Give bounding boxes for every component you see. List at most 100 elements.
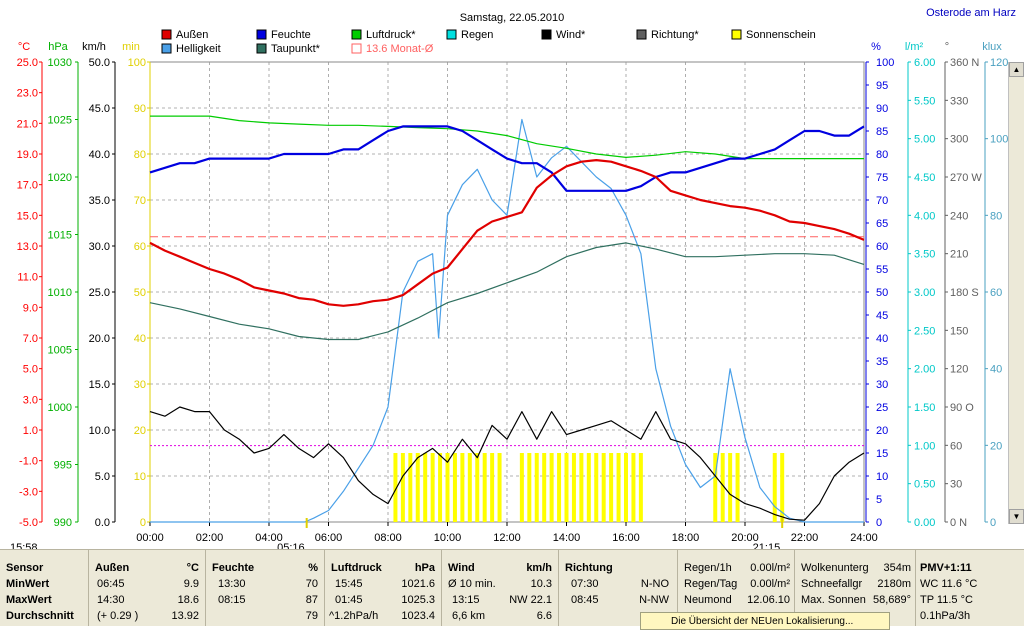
sunshine-bar — [519, 453, 524, 522]
sunshine-bar — [423, 453, 428, 522]
min-tick-label: 100 — [128, 57, 146, 69]
legend-swatch — [351, 29, 362, 40]
deg-tick-label: 30 — [950, 479, 962, 491]
sunshine-bar — [534, 453, 539, 522]
sunshine-bar — [542, 453, 547, 522]
x-tick-label: 04:00 — [255, 532, 283, 544]
sensor-head: Sensor — [6, 562, 44, 574]
legend-swatch — [731, 29, 742, 40]
min-tick-label: 60 — [134, 241, 146, 253]
pct-tick-label: 40 — [876, 333, 888, 345]
klux-tick-label: 20 — [990, 440, 1002, 452]
feuchte-unit: % — [308, 562, 318, 574]
feuchte-max-time: 08:15 — [218, 594, 246, 606]
legend-item: Luftdruck* — [366, 29, 416, 41]
hpa-tick-label: 1010 — [48, 287, 72, 299]
sunshine-bar — [475, 453, 480, 522]
hpa-tick-label: 1000 — [48, 402, 72, 414]
deg-tick-label: 150 — [950, 325, 968, 337]
maxwert-label: MaxWert — [6, 594, 52, 606]
legend-item: Wind* — [556, 29, 586, 41]
pct-tick-label: 35 — [876, 356, 888, 368]
richtung-min-value: N-NO — [640, 578, 669, 590]
x-tick-label: 20:00 — [731, 532, 759, 544]
legend-swatch — [161, 29, 172, 40]
hpa-tick-label: 1030 — [48, 57, 72, 69]
vertical-scrollbar[interactable]: ▲ ▼ — [1008, 62, 1024, 524]
kmh-tick-label: 35.0 — [89, 195, 110, 207]
celsius-tick-label: -1.0 — [19, 456, 38, 468]
kmh-axis-unit: km/h — [82, 41, 106, 53]
sunshine-bar — [631, 453, 636, 522]
sunshine-bar — [557, 453, 562, 522]
feuchte-line — [149, 125, 865, 192]
sunshine-bar — [497, 453, 502, 522]
celsius-tick-label: 19.0 — [17, 149, 38, 161]
celsius-tick-label: 3.0 — [23, 394, 38, 406]
legend-swatch — [636, 29, 647, 40]
celsius-tick-label: 7.0 — [23, 333, 38, 345]
aussen-unit: °C — [186, 562, 199, 574]
legend-swatch — [256, 43, 267, 54]
celsius-tick-label: -5.0 — [19, 517, 38, 529]
sunshine-bar — [430, 453, 435, 522]
wind-max-time: 13:15 — [452, 594, 480, 606]
luftdruck-avg-value: 1023.4 — [401, 610, 435, 622]
taupunkt-line — [149, 242, 865, 341]
klux-tick-label: 40 — [990, 364, 1002, 376]
sunshine-bar — [728, 453, 733, 522]
legend-swatch — [541, 29, 552, 40]
wolkenunterg-value: 354m — [883, 562, 911, 574]
celsius-tick-label: 9.0 — [23, 302, 38, 314]
pct-tick-label: 60 — [876, 241, 888, 253]
deg-tick-label: 0 N — [950, 517, 967, 529]
x-tick-label: 00:00 — [136, 532, 164, 544]
x-tick-label: 24:00 — [850, 532, 878, 544]
celsius-tick-label: 5.0 — [23, 364, 38, 376]
sensor-column: Sensor MinWert MaxWert Durchschnitt — [0, 550, 89, 626]
klux-tick-label: 0 — [990, 517, 996, 529]
pct-tick-label: 65 — [876, 218, 888, 230]
weather-chart: Samstag, 22.05.2010 Osterode am Harz Außen… — [10, 7, 1016, 549]
scroll-up-button[interactable]: ▲ — [1009, 62, 1024, 77]
min-tick-label: 30 — [134, 379, 146, 391]
deg-tick-label: 180 S — [950, 287, 979, 299]
sunshine-bar — [549, 453, 554, 522]
scroll-down-button[interactable]: ▼ — [1009, 509, 1024, 524]
pct-tick-label: 5 — [876, 494, 882, 506]
schneefallgr-value: 2180m — [877, 578, 911, 590]
kmh-tick-label: 45.0 — [89, 103, 110, 115]
celsius-tick-label: 23.0 — [17, 88, 38, 100]
pct-tick-label: 30 — [876, 379, 888, 391]
rain-tick-label: 0.50 — [914, 479, 935, 491]
deg-tick-label: 210 — [950, 249, 968, 261]
aussen-avg-value: 13.92 — [171, 610, 199, 622]
legend-item: Feuchte — [271, 29, 311, 41]
sunshine-bar — [586, 453, 591, 522]
celsius-tick-label: 15.0 — [17, 210, 38, 222]
aussen-column: Außen °C 06:45 9.9 14:30 18.6 (+ 0.29 ) 13.9… — [89, 550, 206, 626]
rain-tick-label: 4.50 — [914, 172, 935, 184]
info-notice[interactable]: Die Übersicht der NEUen Lokalisierung... — [640, 612, 890, 630]
sunshine-bar — [527, 453, 532, 522]
sunshine-bar — [460, 453, 465, 522]
legend-item: Regen — [461, 29, 493, 41]
pct-tick-label: 25 — [876, 402, 888, 414]
sunshine-bar — [467, 453, 472, 522]
wind-column: Wind km/h Ø 10 min. 10.3 13:15 NW 22.1 6,6 … — [442, 550, 559, 626]
hpa-tick-label: 995 — [54, 460, 72, 472]
wind-max-value: NW 22.1 — [509, 594, 552, 606]
celsius-axis-unit: °C — [18, 41, 30, 53]
wind-avg-label: Ø 10 min. — [448, 578, 496, 590]
x-tick-label: 12:00 — [493, 532, 521, 544]
richtung-head: Richtung — [565, 562, 613, 574]
legend-swatch — [446, 29, 457, 40]
wolkenunterg-label: Wolkenunterg — [801, 562, 869, 574]
pct-tick-label: 80 — [876, 149, 888, 161]
feuchte-max-value: 87 — [305, 594, 318, 606]
deg-tick-label: 330 — [950, 95, 968, 107]
rain-tick-label: 3.50 — [914, 249, 935, 261]
regen-1h-value: 0.00l/m² — [750, 562, 790, 574]
pct-tick-label: 15 — [876, 448, 888, 460]
aussen-line — [149, 159, 865, 307]
